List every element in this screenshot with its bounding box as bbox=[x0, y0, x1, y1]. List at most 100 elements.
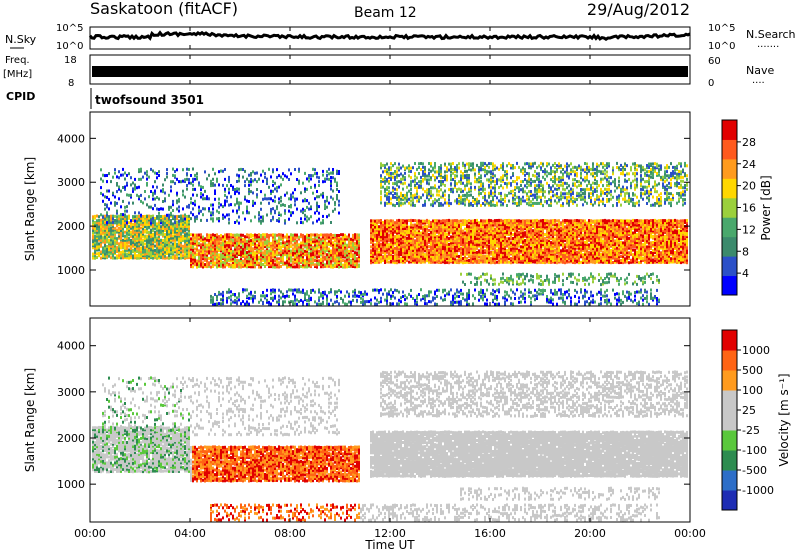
range-gate-cell bbox=[612, 219, 614, 222]
range-gate-cell bbox=[526, 219, 528, 222]
range-gate-cell bbox=[290, 238, 292, 241]
range-gate-cell bbox=[230, 264, 232, 267]
range-gate-cell bbox=[284, 262, 286, 265]
range-gate-cell bbox=[290, 250, 292, 253]
range-gate-cell bbox=[292, 258, 294, 261]
range-gate-cell bbox=[268, 249, 270, 252]
range-gate-cell bbox=[132, 241, 134, 244]
range-gate-cell bbox=[412, 224, 414, 227]
range-gate-cell bbox=[318, 246, 320, 249]
range-gate-cell bbox=[550, 237, 552, 240]
range-gate-cell bbox=[114, 215, 116, 218]
range-gate-cell bbox=[482, 236, 484, 239]
range-gate-cell bbox=[418, 226, 420, 229]
range-gate-cell bbox=[178, 251, 180, 254]
range-gate-cell bbox=[104, 241, 106, 244]
range-gate-cell bbox=[330, 233, 332, 236]
range-gate-cell bbox=[194, 248, 196, 251]
range-gate-cell bbox=[418, 219, 420, 222]
range-gate-cell bbox=[146, 245, 148, 248]
range-gate-cell bbox=[460, 223, 462, 226]
range-gate-cell bbox=[430, 228, 432, 231]
range-gate-cell bbox=[560, 227, 562, 230]
range-gate-cell bbox=[488, 219, 490, 222]
range-gate-cell bbox=[122, 239, 124, 242]
range-gate-cell bbox=[288, 236, 290, 239]
range-gate-cell bbox=[438, 220, 440, 223]
range-gate-cell bbox=[328, 248, 330, 251]
range-gate-cell bbox=[344, 234, 346, 237]
range-gate-cell bbox=[116, 215, 118, 218]
range-gate-cell bbox=[560, 221, 562, 224]
range-gate-cell bbox=[378, 253, 380, 256]
range-gate-cell bbox=[208, 234, 210, 237]
range-gate-cell bbox=[196, 253, 198, 256]
range-gate-cell bbox=[598, 219, 600, 222]
range-gate-cell bbox=[374, 220, 376, 223]
nsky-label: N.Sky bbox=[5, 33, 37, 46]
range-gate-cell bbox=[286, 246, 288, 249]
range-gate-cell bbox=[264, 265, 266, 268]
range-gate-cell bbox=[434, 219, 436, 222]
range-gate-cell bbox=[582, 234, 584, 237]
range-gate-cell bbox=[414, 224, 416, 227]
range-gate-cell bbox=[472, 224, 474, 227]
range-gate-cell bbox=[116, 225, 118, 228]
range-gate-cell bbox=[462, 219, 464, 222]
range-gate-cell bbox=[382, 224, 384, 227]
range-gate-cell bbox=[132, 215, 134, 218]
range-gate-cell bbox=[214, 261, 216, 264]
range-gate-cell bbox=[278, 261, 280, 264]
range-gate-cell bbox=[160, 225, 162, 228]
range-gate-cell bbox=[454, 255, 456, 258]
range-gate-cell bbox=[624, 257, 626, 260]
range-gate-cell bbox=[594, 220, 596, 223]
range-gate-cell bbox=[136, 254, 138, 257]
range-gate-cell bbox=[442, 240, 444, 243]
range-gate-cell bbox=[594, 251, 596, 254]
range-gate-cell bbox=[320, 233, 322, 236]
range-gate-cell bbox=[96, 239, 98, 242]
range-gate-cell bbox=[620, 259, 622, 262]
range-gate-cell bbox=[114, 231, 116, 234]
noise-tick-left-top: 10^5 bbox=[56, 23, 83, 34]
range-gate-cell bbox=[152, 257, 154, 260]
range-gate-cell bbox=[118, 215, 120, 218]
range-gate-cell bbox=[262, 233, 264, 236]
range-gate-cell bbox=[514, 249, 516, 252]
range-gate-cell bbox=[176, 215, 178, 218]
range-gate-cell bbox=[396, 219, 398, 222]
range-gate-cell bbox=[388, 261, 390, 264]
range-gate-cell bbox=[588, 243, 590, 246]
range-gate-cell bbox=[592, 225, 594, 228]
range-gate-cell bbox=[400, 219, 402, 222]
range-gate-cell bbox=[420, 232, 422, 235]
range-gate-cell bbox=[264, 250, 266, 253]
range-gate-cell bbox=[506, 237, 508, 240]
range-gate-cell bbox=[96, 252, 98, 255]
range-gate-cell bbox=[382, 221, 384, 224]
range-gate-cell bbox=[222, 261, 224, 264]
range-gate-cell bbox=[576, 219, 578, 222]
range-gate-cell bbox=[310, 258, 312, 261]
range-gate-cell bbox=[112, 245, 114, 248]
range-gate-cell bbox=[438, 225, 440, 228]
range-gate-cell bbox=[580, 255, 582, 258]
range-gate-cell bbox=[276, 265, 278, 268]
range-gate-cell bbox=[570, 226, 572, 229]
range-gate-cell bbox=[518, 243, 520, 246]
range-gate-cell bbox=[290, 245, 292, 248]
range-gate-cell bbox=[414, 239, 416, 242]
range-gate-cell bbox=[596, 219, 598, 222]
range-gate-cell bbox=[504, 219, 506, 222]
range-gate-cell bbox=[316, 262, 318, 265]
range-gate-cell bbox=[468, 238, 470, 241]
range-gate-cell bbox=[550, 241, 552, 244]
range-gate-cell bbox=[132, 229, 134, 232]
range-gate-cell bbox=[340, 237, 342, 240]
range-gate-cell bbox=[292, 252, 294, 255]
range-gate-cell bbox=[104, 215, 106, 218]
range-gate-cell bbox=[314, 263, 316, 266]
range-gate-cell bbox=[256, 234, 258, 237]
range-gate-cell bbox=[606, 220, 608, 223]
